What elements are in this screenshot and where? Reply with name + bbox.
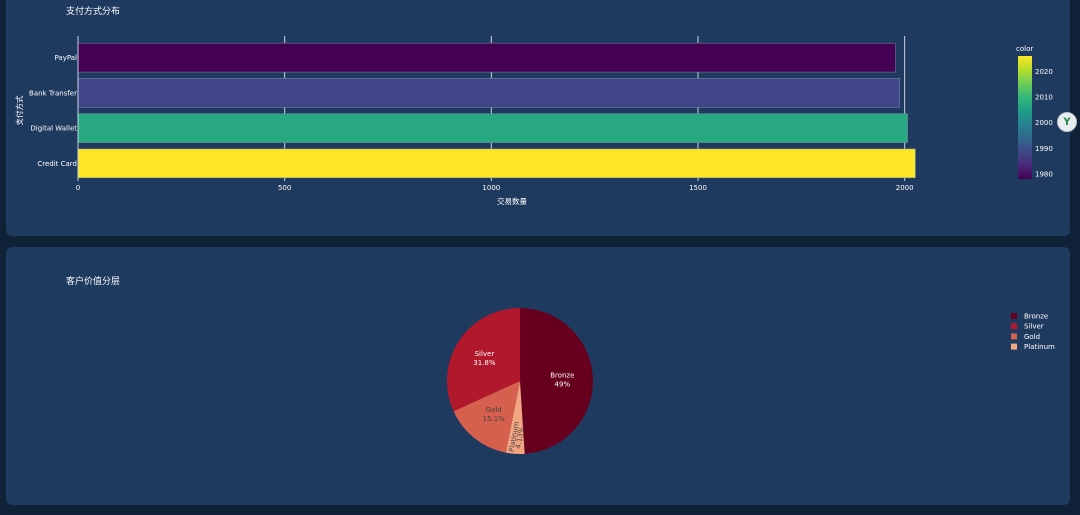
legend-item: Silver <box>1024 323 1044 331</box>
bar <box>77 148 916 179</box>
colorbar-tick-label: 1980 <box>1035 170 1053 178</box>
x-tick-label: 1500 <box>689 184 707 192</box>
legend-swatch <box>1011 333 1017 340</box>
pie-slice-value: 15.1% <box>483 415 506 423</box>
pie-slice <box>447 308 520 412</box>
assistant-icon[interactable]: ꓬ <box>1057 112 1077 132</box>
pie-slice-name: Bronze <box>550 372 574 380</box>
y-tick-label: Credit Card <box>37 160 77 168</box>
pie-chart: Bronze49%Platinum4.13%Gold15.1%Silver31.… <box>447 308 1055 454</box>
legend-swatch <box>1011 343 1017 350</box>
bar-chart-panel: 支付方式分布 0 500 1000 1500 2000 PayPal Bank Transf… <box>6 0 1070 236</box>
legend-item: Bronze <box>1024 313 1048 321</box>
pie-chart-title: 客户价值分层 <box>66 277 121 287</box>
pie-slice-value: 49% <box>555 381 571 389</box>
x-tick-label: 1000 <box>482 184 500 192</box>
legend-swatch <box>1011 313 1017 319</box>
pie-chart-panel: 客户价值分层 Bronze 49% Platinum 4.13% Gold 15.1% Si… <box>6 247 1070 505</box>
legend-swatch <box>1011 323 1017 330</box>
x-axis-title: 交易数量 <box>497 196 527 206</box>
pie-slice <box>453 381 520 453</box>
colorbar-tick-label: 1990 <box>1035 145 1053 153</box>
colorbar-tick-label: 2020 <box>1035 68 1053 76</box>
y-tick-label: Bank Transfer <box>29 89 77 97</box>
colorbar-title: color <box>1016 45 1033 53</box>
bar <box>77 42 896 73</box>
pie-slice-value: 4.13% <box>514 426 526 450</box>
bar-chart-title: 支付方式分布 <box>66 7 121 17</box>
x-tick-label: 2000 <box>896 184 914 192</box>
colorbar-tick-label: 2010 <box>1035 94 1053 102</box>
legend-item: Gold <box>1024 333 1040 341</box>
x-tick-label: 500 <box>278 184 291 192</box>
pie-slice-value: 31.8% <box>473 359 496 367</box>
bar <box>77 78 900 108</box>
colorbar-tick-label: 2000 <box>1035 119 1053 127</box>
y-tick-label: Digital Wallet <box>30 125 77 133</box>
y-tick-label: PayPal <box>55 54 78 62</box>
pie-slice <box>520 308 594 454</box>
legend-item: Platinum <box>1024 343 1055 351</box>
y-axis-title: 支付方式 <box>14 95 24 125</box>
bar <box>77 113 908 143</box>
pie-slice <box>505 381 525 454</box>
x-tick-label: 0 <box>76 184 80 192</box>
pie-slice-name: Silver <box>475 350 495 358</box>
colorbar <box>1018 56 1032 179</box>
pie-slice-name: Gold <box>486 406 502 414</box>
bar-chart: 0 500 1000 1500 2000 PayPal Bank Transfer Digit… <box>14 36 1053 206</box>
